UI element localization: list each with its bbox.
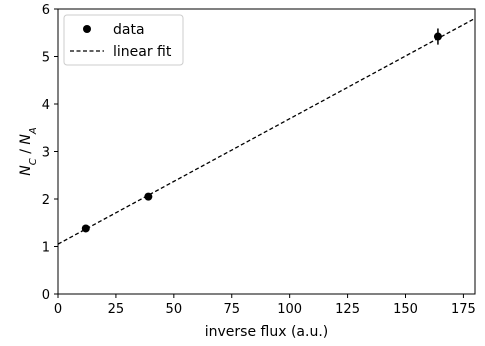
y-tick-label: 4 xyxy=(42,98,50,113)
x-axis: 0 25 50 75 100 125 150 175 xyxy=(54,294,476,317)
y-axis-label: NC / NA xyxy=(18,127,39,176)
data-point xyxy=(81,224,90,233)
x-tick-label: 50 xyxy=(166,302,183,317)
legend-data-marker xyxy=(83,25,91,33)
y-tick-label: 0 xyxy=(42,288,50,303)
data-point xyxy=(433,32,442,41)
x-axis-label: inverse flux (a.u.) xyxy=(205,324,328,340)
x-tick-label: 0 xyxy=(54,302,62,317)
legend: data linear fit xyxy=(63,14,184,66)
legend-box xyxy=(63,14,184,66)
x-tick-label: 75 xyxy=(223,302,240,317)
points-layer xyxy=(81,28,442,233)
y-tick-label: 3 xyxy=(42,146,50,161)
data-point xyxy=(144,192,153,201)
fit-line xyxy=(58,17,475,245)
y-axis: 0 1 2 3 4 5 6 xyxy=(42,3,58,303)
legend-data-label: data xyxy=(113,22,145,38)
legend-fit-label: linear fit xyxy=(113,44,172,60)
fit-layer xyxy=(58,17,475,245)
y-tick-label: 6 xyxy=(42,3,50,18)
x-tick-label: 125 xyxy=(335,302,360,317)
y-tick-label: 5 xyxy=(42,51,50,66)
x-tick-label: 150 xyxy=(393,302,418,317)
x-tick-label: 100 xyxy=(277,302,302,317)
y-tick-label: 2 xyxy=(42,193,50,208)
x-tick-label: 175 xyxy=(451,302,476,317)
x-tick-label: 25 xyxy=(108,302,125,317)
y-tick-label: 1 xyxy=(42,241,50,256)
